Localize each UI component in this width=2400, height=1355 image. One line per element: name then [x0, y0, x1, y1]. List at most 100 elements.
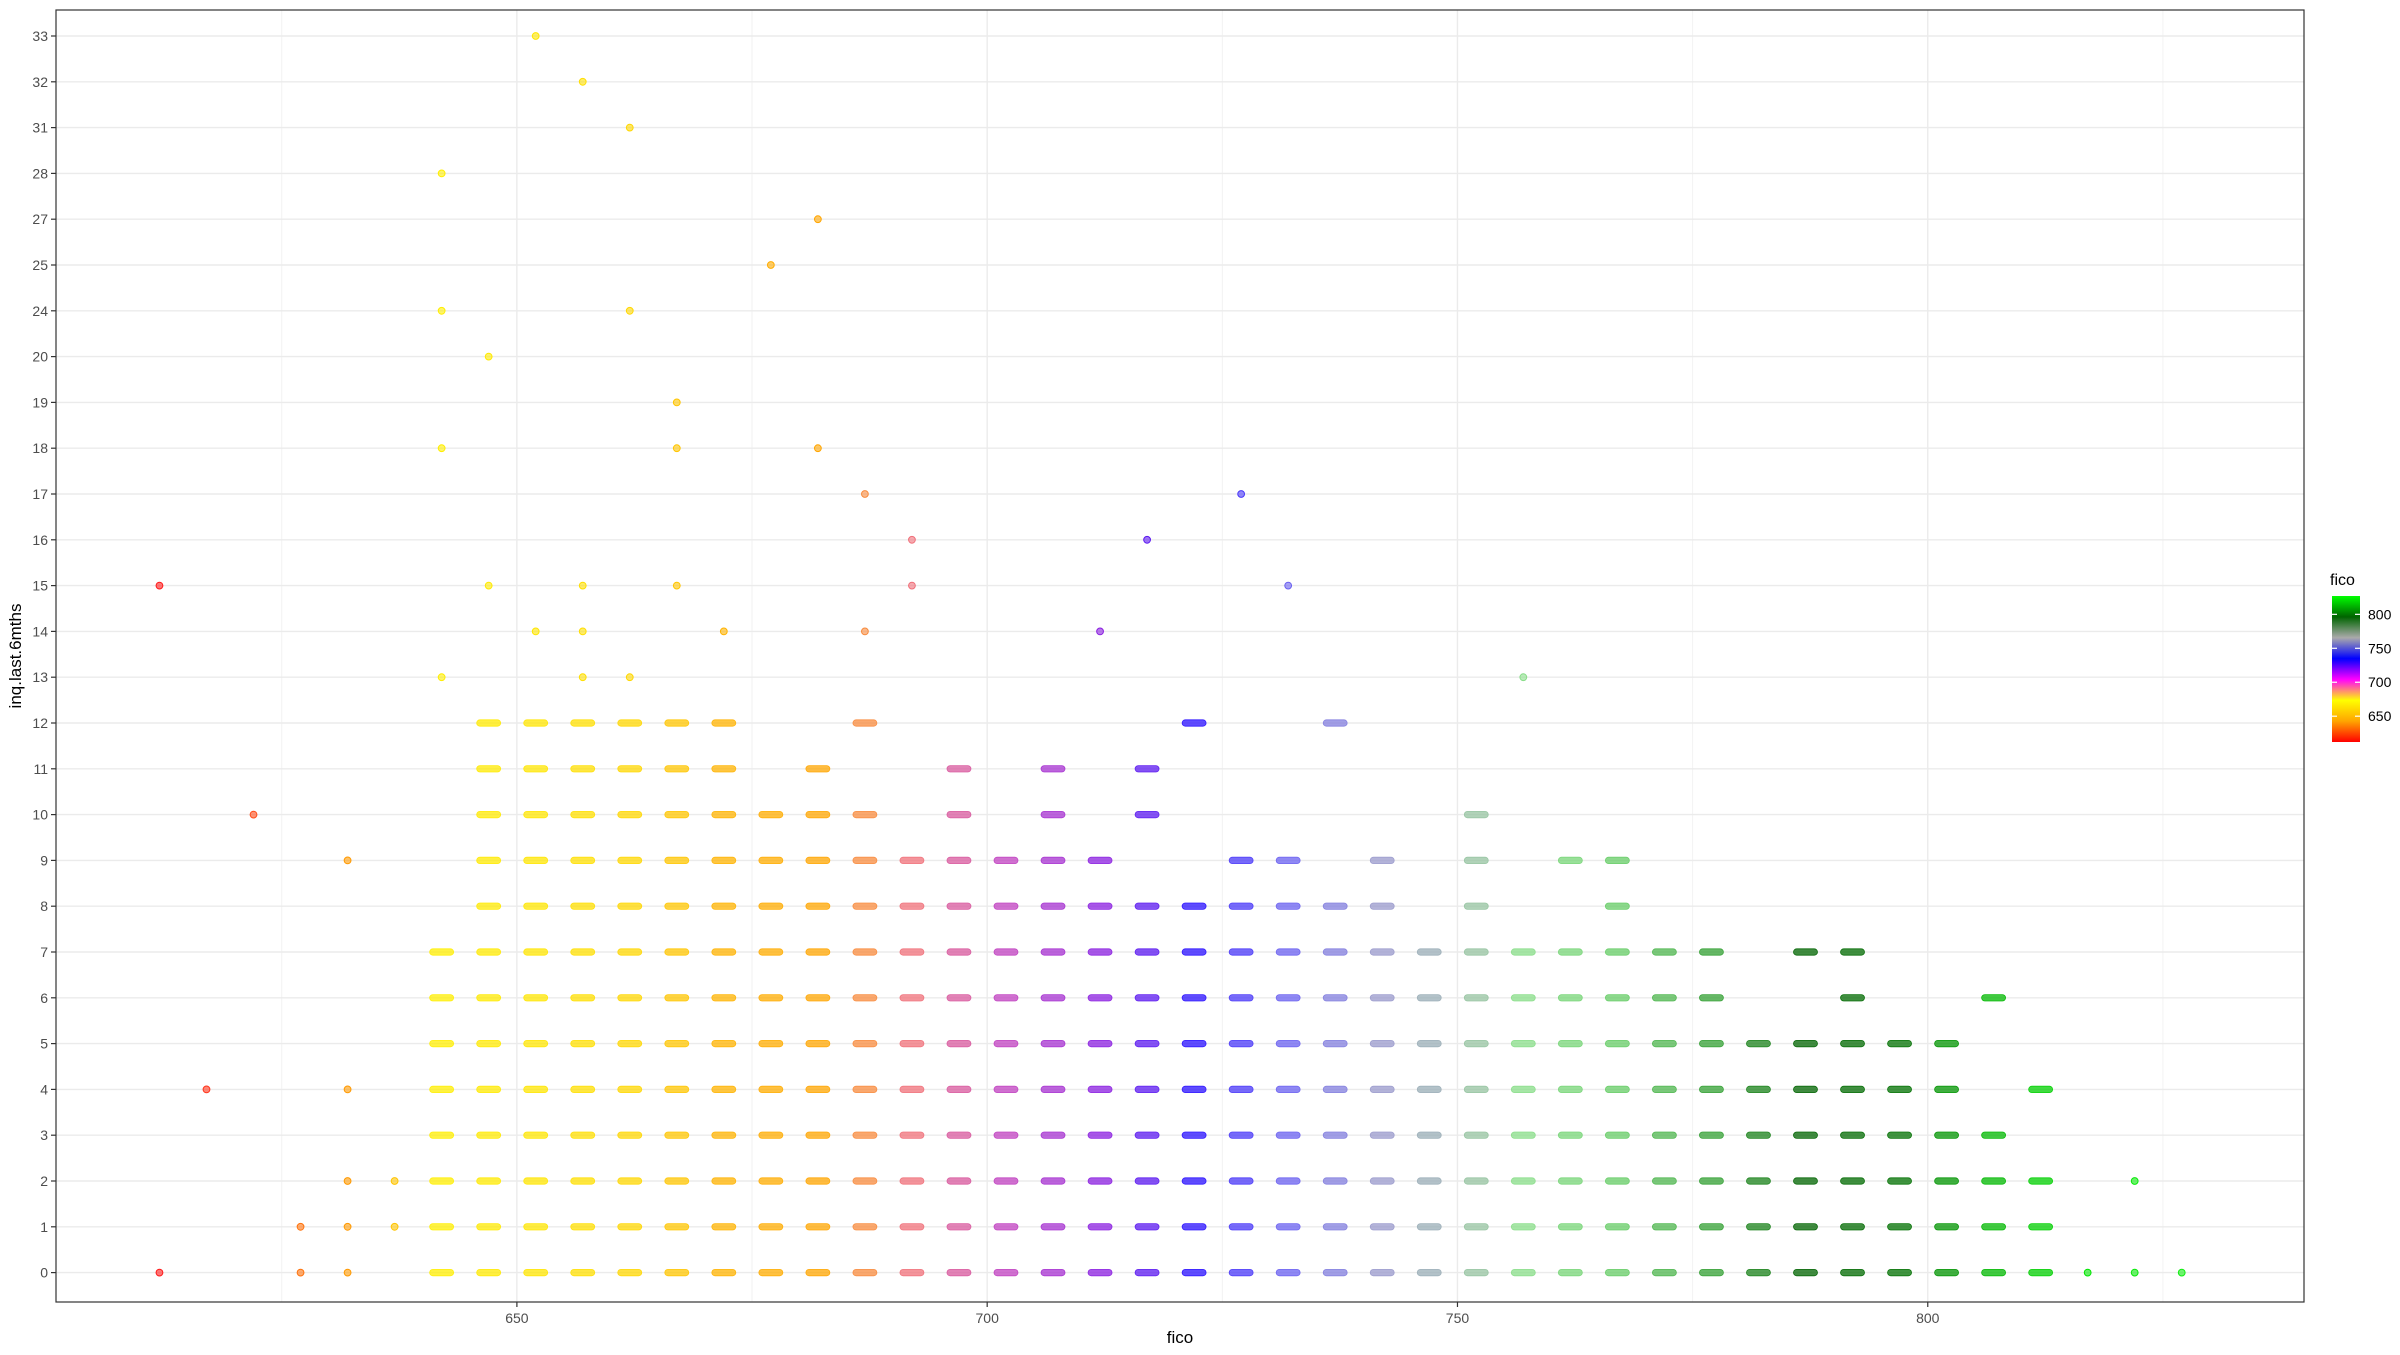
- x-tick-label: 750: [1446, 1310, 1470, 1326]
- data-point-cluster: [1416, 1040, 1442, 1048]
- data-point-cluster: [1699, 948, 1724, 956]
- data-point-cluster: [570, 1131, 596, 1139]
- data-point-cluster: [1181, 1177, 1207, 1185]
- data-point-cluster: [805, 1085, 831, 1093]
- data-point-cluster: [899, 1223, 925, 1231]
- data-point-cluster: [946, 994, 972, 1002]
- data-point: [343, 1085, 352, 1094]
- data-point: [625, 306, 634, 315]
- data-point-cluster: [1510, 948, 1536, 956]
- data-point-cluster: [664, 719, 690, 727]
- data-point: [578, 673, 587, 682]
- data-point-cluster: [429, 1085, 455, 1093]
- data-point-cluster: [1275, 1269, 1301, 1277]
- data-point-cluster: [429, 994, 455, 1002]
- data-point-cluster: [1369, 1040, 1395, 1048]
- data-point-cluster: [711, 1040, 737, 1048]
- data-point-cluster: [946, 948, 972, 956]
- data-point-cluster: [899, 1131, 925, 1139]
- plot-panel-border: [55, 9, 2305, 1303]
- data-point-cluster: [664, 1269, 690, 1277]
- data-point-cluster: [1369, 856, 1395, 865]
- data-point-cluster: [476, 765, 502, 773]
- y-tick-label: 16: [32, 532, 48, 548]
- data-point-cluster: [805, 1177, 831, 1185]
- data-point-cluster: [946, 1269, 972, 1277]
- data-point-cluster: [664, 1085, 690, 1093]
- data-point-cluster: [946, 1131, 972, 1139]
- y-tick-label: 17: [32, 486, 48, 502]
- data-point: [484, 581, 493, 590]
- legend-title: fico: [2330, 572, 2355, 589]
- data-point-cluster: [899, 1177, 925, 1185]
- data-point-cluster: [1416, 994, 1442, 1002]
- data-point: [813, 444, 822, 453]
- data-point-cluster: [1275, 1223, 1301, 1231]
- data-point-cluster: [1463, 948, 1489, 956]
- data-point: [1284, 581, 1293, 590]
- data-point-cluster: [1087, 1223, 1113, 1231]
- data-point-cluster: [1416, 948, 1442, 956]
- data-point-cluster: [1228, 1085, 1254, 1093]
- data-point-cluster: [1699, 1085, 1724, 1093]
- data-point-cluster: [1746, 1223, 1771, 1231]
- data-point-cluster: [1134, 1085, 1160, 1093]
- data-point-cluster: [1699, 1223, 1724, 1231]
- data-point-cluster: [1275, 1085, 1301, 1093]
- data-point-cluster: [852, 902, 878, 910]
- data-point-cluster: [946, 811, 972, 819]
- data-point: [343, 856, 352, 865]
- data-point-cluster: [852, 1177, 878, 1185]
- data-point-cluster: [1981, 1131, 2007, 1139]
- data-point-cluster: [899, 948, 925, 956]
- data-points: [155, 32, 2186, 1277]
- data-point-cluster: [1087, 1131, 1113, 1139]
- y-tick-label: 12: [32, 715, 48, 731]
- y-tick-label: 28: [32, 165, 48, 181]
- data-point: [1519, 673, 1528, 682]
- data-point-cluster: [758, 811, 784, 819]
- data-point-cluster: [1840, 1131, 1865, 1139]
- data-point-cluster: [1840, 1085, 1865, 1093]
- data-point-cluster: [1934, 1269, 1959, 1277]
- data-point-cluster: [1604, 1131, 1630, 1139]
- data-point: [578, 627, 587, 636]
- data-point-cluster: [1463, 994, 1489, 1002]
- data-point-cluster: [1887, 1040, 1912, 1048]
- data-point: [766, 261, 775, 269]
- y-tick-label: 6: [40, 990, 48, 1006]
- data-point-cluster: [1134, 1131, 1160, 1139]
- data-point-cluster: [758, 1223, 784, 1231]
- data-point-cluster: [1040, 811, 1066, 819]
- data-point-cluster: [993, 1223, 1019, 1231]
- data-point: [672, 398, 681, 407]
- data-point-cluster: [1416, 1085, 1442, 1093]
- y-tick-label: 24: [32, 303, 48, 319]
- data-point-cluster: [1604, 1223, 1630, 1231]
- data-point-cluster: [805, 902, 831, 910]
- data-point-cluster: [1040, 1223, 1066, 1231]
- data-point-cluster: [1040, 948, 1066, 956]
- data-point: [390, 1177, 399, 1185]
- data-point-cluster: [1322, 719, 1348, 727]
- y-tick-label: 18: [32, 440, 48, 456]
- data-point-cluster: [805, 948, 831, 956]
- data-point-cluster: [1557, 1040, 1583, 1048]
- data-point-cluster: [1087, 948, 1113, 956]
- data-point-cluster: [617, 856, 643, 865]
- data-point-cluster: [1652, 1269, 1677, 1277]
- data-point-cluster: [899, 856, 925, 865]
- data-point-cluster: [476, 1223, 502, 1231]
- data-point-cluster: [1840, 1040, 1865, 1048]
- data-point-cluster: [429, 1223, 455, 1231]
- data-point-cluster: [852, 719, 878, 727]
- data-point-cluster: [758, 1085, 784, 1093]
- data-point-cluster: [899, 1085, 925, 1093]
- data-point-cluster: [570, 1223, 596, 1231]
- data-point-cluster: [476, 719, 502, 727]
- data-point-cluster: [1557, 1269, 1583, 1277]
- data-point: [343, 1177, 352, 1185]
- data-point-cluster: [1134, 811, 1160, 819]
- data-point-cluster: [1275, 902, 1301, 910]
- data-point-cluster: [1134, 1223, 1160, 1231]
